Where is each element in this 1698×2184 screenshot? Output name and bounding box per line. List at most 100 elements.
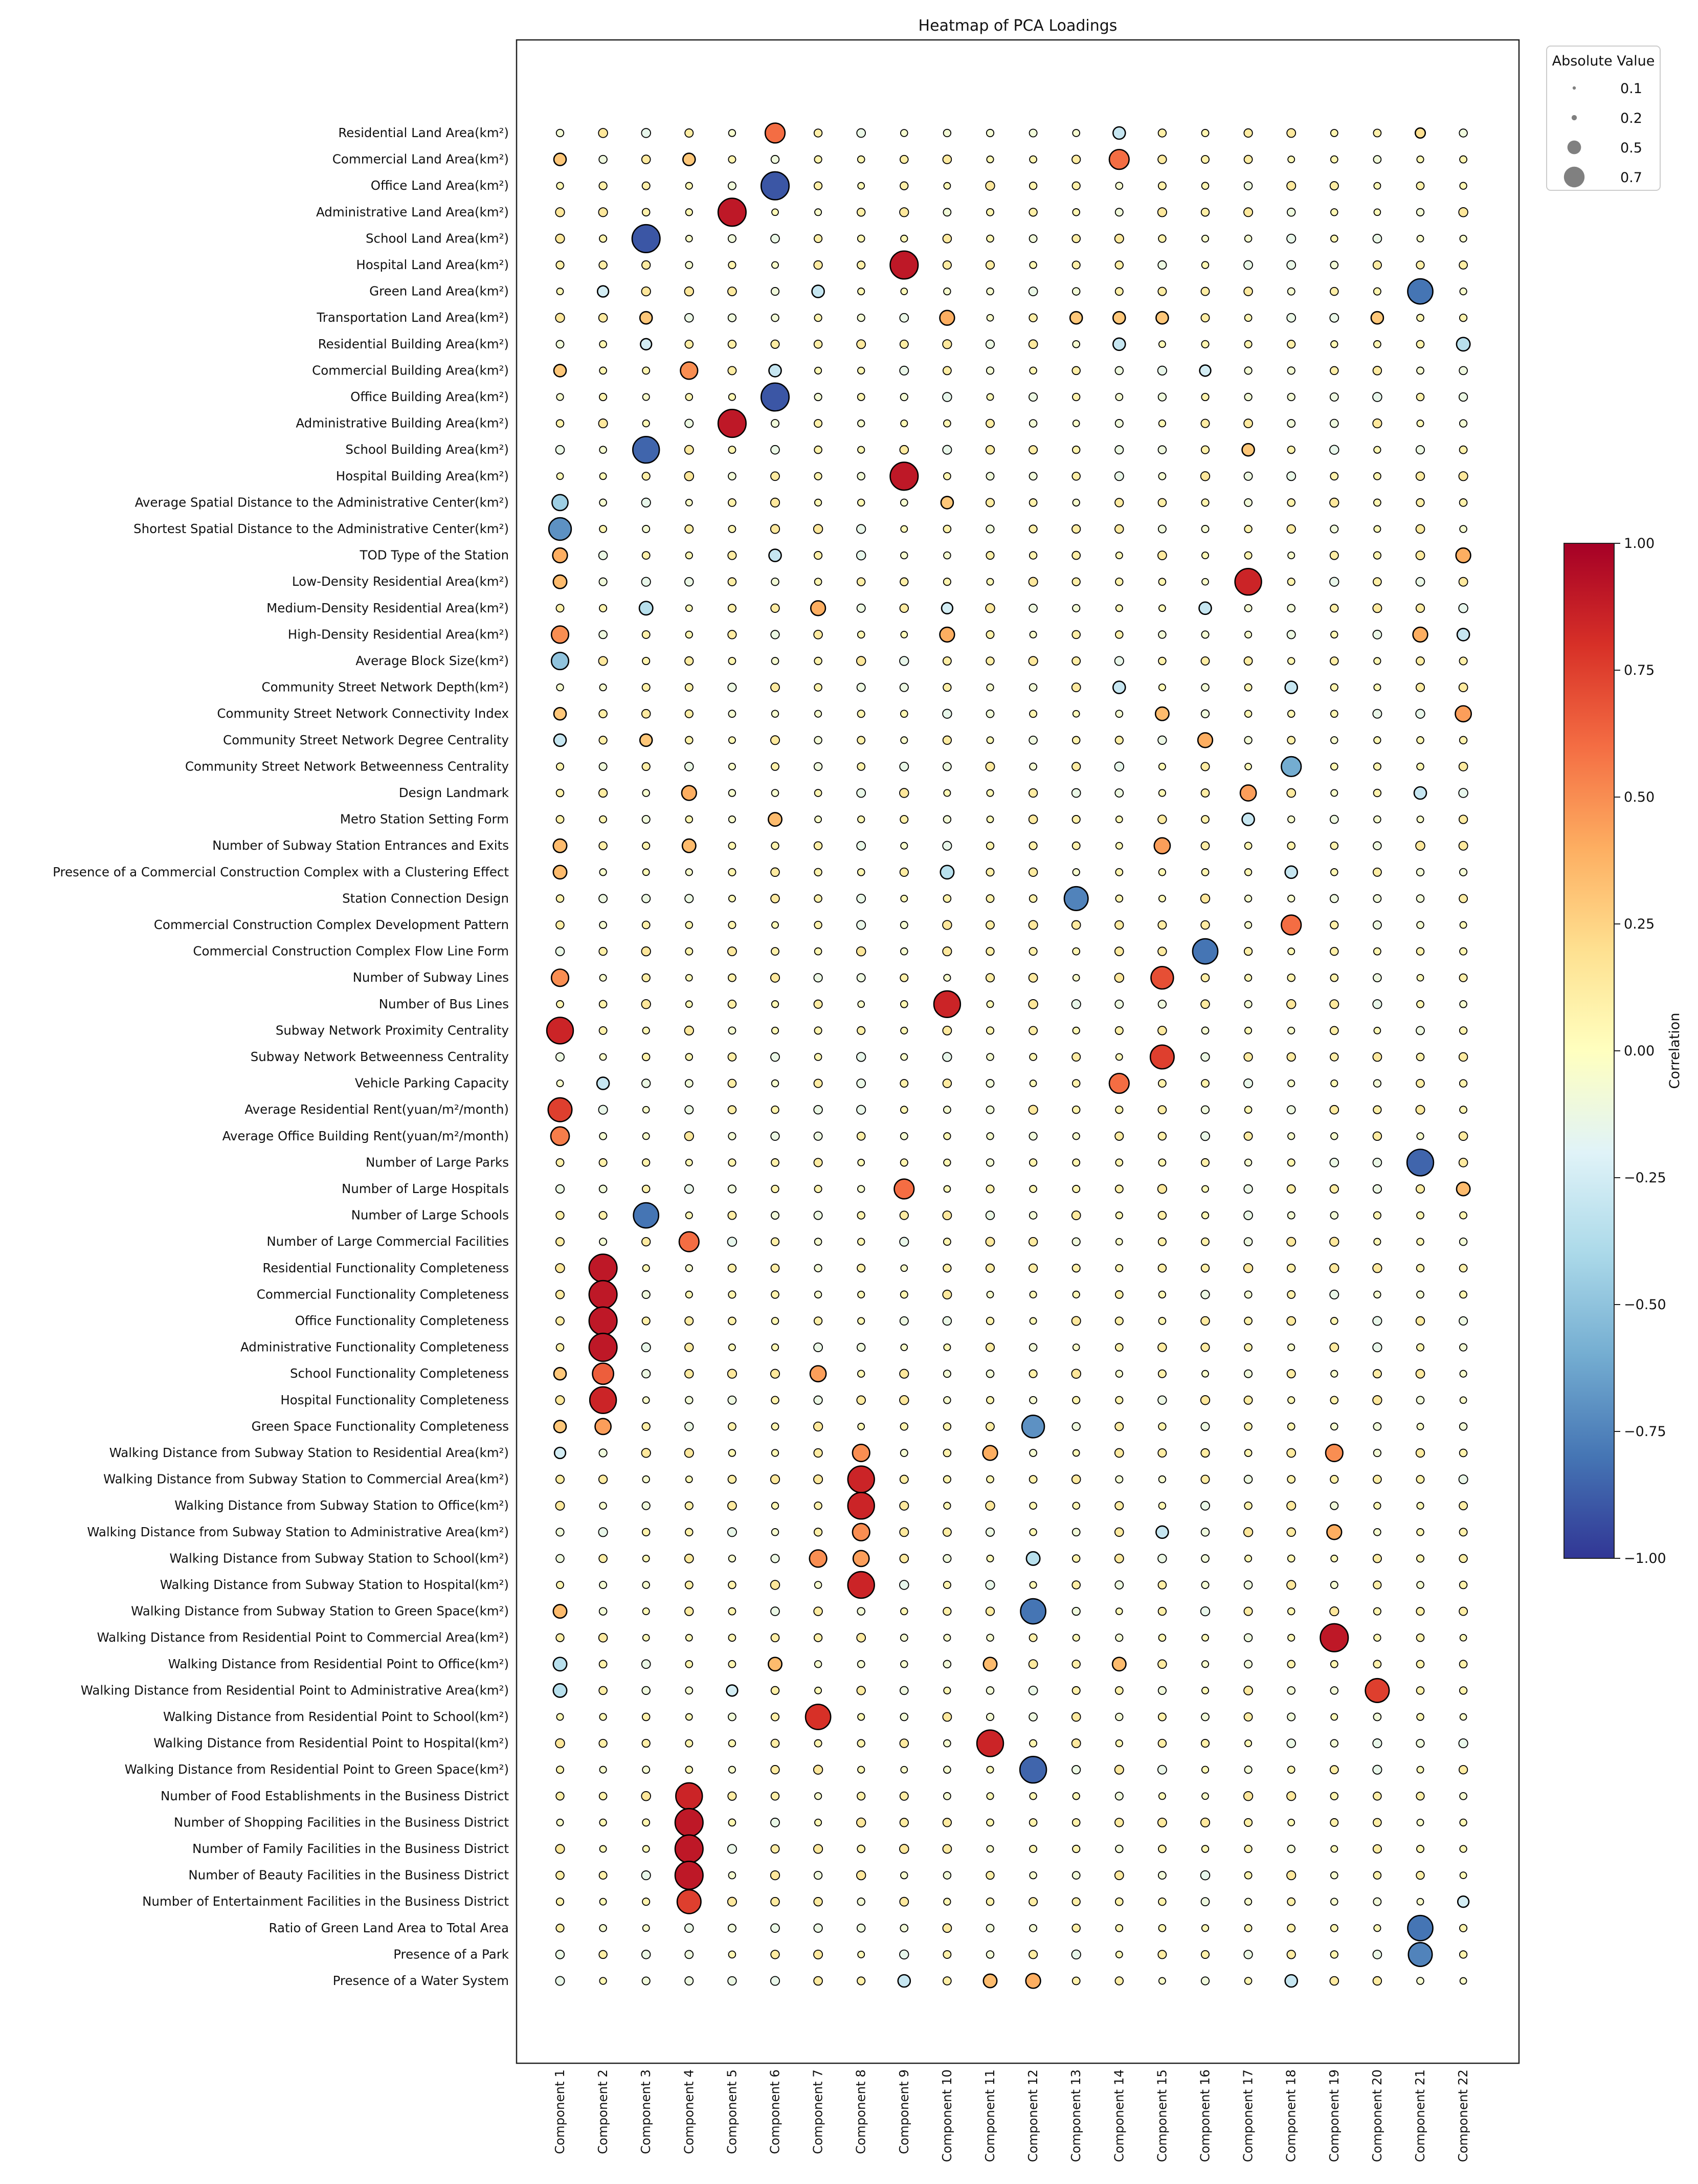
loading-point bbox=[598, 1105, 608, 1115]
loading-point bbox=[1243, 1606, 1253, 1616]
loading-point bbox=[727, 1105, 737, 1114]
loading-point bbox=[681, 838, 697, 853]
loading-point bbox=[985, 1237, 995, 1247]
loading-point bbox=[1416, 366, 1424, 375]
loading-point bbox=[1459, 1792, 1467, 1800]
loading-point bbox=[1114, 1818, 1124, 1827]
loading-point bbox=[1244, 868, 1253, 876]
loading-point bbox=[1029, 1712, 1038, 1722]
loading-point bbox=[1201, 1634, 1209, 1642]
loading-point bbox=[1154, 706, 1170, 721]
loading-point bbox=[900, 973, 909, 982]
loading-point bbox=[1458, 207, 1468, 217]
loading-point bbox=[685, 604, 693, 612]
loading-point bbox=[1114, 920, 1124, 930]
loading-point bbox=[1330, 710, 1338, 718]
loading-point bbox=[1330, 1475, 1339, 1484]
loading-point bbox=[986, 894, 995, 903]
loading-point bbox=[1330, 1845, 1338, 1853]
loading-point bbox=[685, 1766, 694, 1774]
loading-point bbox=[1372, 1158, 1382, 1167]
loading-point bbox=[598, 1184, 608, 1194]
loading-point bbox=[1372, 999, 1382, 1009]
loading-point bbox=[1201, 1237, 1210, 1246]
loading-point bbox=[1459, 1079, 1468, 1088]
loading-point bbox=[1373, 736, 1381, 744]
loading-point bbox=[1415, 682, 1425, 692]
loading-point bbox=[1071, 1316, 1081, 1326]
loading-point bbox=[555, 445, 565, 455]
loading-point bbox=[1373, 947, 1381, 956]
loading-point bbox=[813, 1976, 823, 1986]
loading-point bbox=[856, 524, 866, 534]
loading-point bbox=[727, 604, 736, 613]
loading-point bbox=[1200, 1976, 1210, 1986]
column-label: Component 17 bbox=[1241, 2069, 1256, 2162]
loading-point bbox=[942, 1316, 952, 1326]
loading-point bbox=[986, 1369, 995, 1378]
loading-point bbox=[726, 1684, 739, 1697]
loading-point bbox=[1029, 1924, 1038, 1932]
loading-point bbox=[1157, 1448, 1167, 1458]
column-label: Component 14 bbox=[1111, 2069, 1126, 2162]
loading-point bbox=[1330, 683, 1338, 692]
loading-point bbox=[1330, 260, 1339, 270]
loading-point bbox=[598, 946, 608, 956]
loading-point bbox=[684, 656, 694, 666]
row-label: Number of Subway Lines bbox=[353, 970, 509, 985]
loading-point bbox=[1330, 1317, 1338, 1325]
loading-point bbox=[1373, 1712, 1382, 1722]
loading-point bbox=[556, 683, 564, 692]
loading-point bbox=[1372, 1263, 1382, 1273]
loading-point bbox=[813, 762, 823, 771]
loading-points bbox=[546, 122, 1472, 1989]
loading-point bbox=[1416, 1078, 1425, 1088]
loading-point bbox=[685, 235, 693, 242]
loading-point bbox=[771, 1528, 779, 1536]
loading-point bbox=[728, 710, 736, 718]
loading-point bbox=[899, 1474, 909, 1484]
loading-point bbox=[684, 577, 694, 587]
loading-point bbox=[1029, 1290, 1037, 1298]
loading-point bbox=[1330, 1211, 1339, 1220]
loading-point bbox=[1416, 1738, 1425, 1748]
loading-point bbox=[1287, 1422, 1295, 1431]
loading-point bbox=[684, 1554, 694, 1563]
loading-point bbox=[1072, 1844, 1081, 1854]
loading-point bbox=[555, 1052, 565, 1062]
loading-point bbox=[596, 285, 610, 298]
loading-point bbox=[986, 156, 994, 164]
loading-point bbox=[727, 1052, 737, 1062]
loading-point bbox=[1373, 683, 1381, 692]
loading-point bbox=[814, 920, 822, 930]
loading-point bbox=[1114, 1527, 1124, 1537]
row-label: Number of Entertainment Facilities in th… bbox=[142, 1894, 509, 1909]
loading-point bbox=[1373, 894, 1382, 903]
loading-point bbox=[1200, 1817, 1211, 1827]
loading-point bbox=[1287, 392, 1295, 402]
loading-point bbox=[986, 842, 995, 850]
loading-point bbox=[1071, 1105, 1081, 1114]
loading-point bbox=[599, 234, 608, 243]
loading-point bbox=[986, 789, 994, 797]
loading-point bbox=[1200, 656, 1210, 666]
loading-point bbox=[1458, 603, 1468, 613]
loading-point bbox=[1072, 1158, 1081, 1167]
loading-point bbox=[1415, 445, 1425, 455]
loading-point bbox=[1330, 1132, 1338, 1140]
row-label: Number of Subway Station Entrances and E… bbox=[212, 838, 509, 853]
loading-point bbox=[1071, 1871, 1081, 1880]
loading-point bbox=[1071, 762, 1081, 771]
loading-point bbox=[986, 1290, 994, 1298]
loading-point bbox=[599, 1580, 608, 1590]
loading-point bbox=[641, 1712, 651, 1722]
loading-point bbox=[1416, 1423, 1424, 1430]
loading-point bbox=[1458, 1474, 1468, 1485]
loading-point bbox=[1330, 524, 1339, 534]
loading-point bbox=[555, 313, 565, 323]
loading-point bbox=[1114, 656, 1124, 666]
loading-point bbox=[1373, 208, 1381, 216]
loading-point bbox=[899, 1896, 909, 1907]
loading-point bbox=[1157, 1264, 1167, 1273]
loading-point bbox=[727, 1924, 736, 1933]
